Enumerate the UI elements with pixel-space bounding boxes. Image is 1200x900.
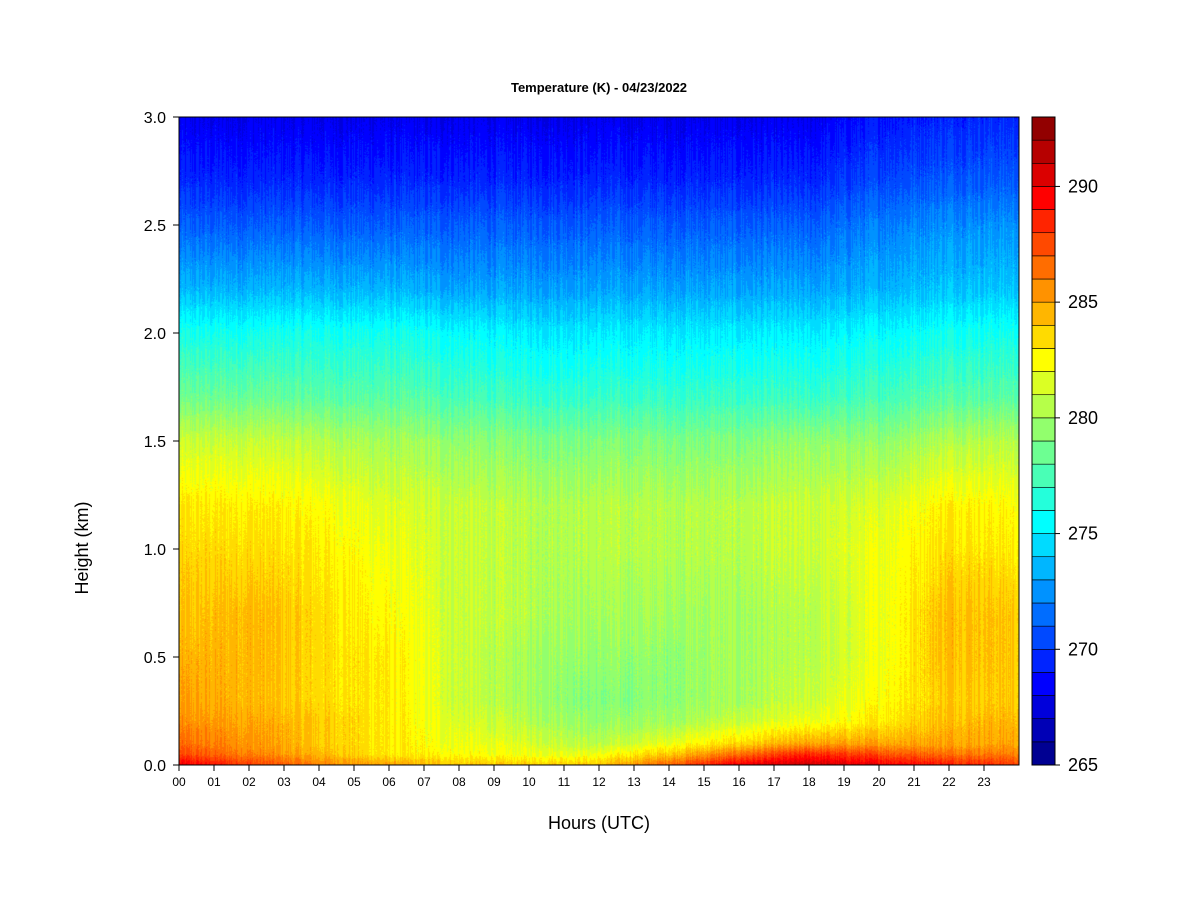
- colorbar-level: [1031, 278, 1056, 303]
- colorbar-level: [1031, 301, 1056, 326]
- colorbar-level: [1031, 162, 1056, 187]
- y-tick-label: 0.0: [144, 758, 166, 775]
- x-tick-label: 11: [558, 775, 571, 789]
- colorbar-level: [1031, 718, 1056, 743]
- colorbar-level: [1031, 348, 1056, 372]
- colorbar-level: [1031, 741, 1056, 766]
- x-tick-label: 06: [382, 775, 396, 789]
- x-tick-label: 05: [347, 775, 361, 789]
- x-tick-label: 18: [802, 775, 816, 789]
- x-tick-label: 00: [172, 775, 186, 789]
- x-tick-label: 20: [872, 775, 886, 789]
- x-tick-label: 19: [837, 775, 851, 789]
- colorbar-level: [1031, 186, 1056, 210]
- x-tick-label: 16: [732, 775, 746, 789]
- y-tick-label: 1.0: [144, 542, 166, 559]
- x-tick-label: 22: [942, 775, 956, 789]
- x-tick-label: 08: [452, 775, 466, 789]
- x-tick-label: 10: [522, 775, 536, 789]
- colorbar-level: [1031, 116, 1056, 141]
- colorbar-level: [1031, 139, 1056, 164]
- x-tick-label: 12: [592, 775, 606, 789]
- colorbar-level: [1031, 255, 1056, 280]
- colorbar-level: [1031, 486, 1056, 511]
- heatmap-plot-area: [179, 117, 1019, 765]
- x-axis-ticks: 00 01 02 03 04 05 06 07 08 09 10 11 12 13 14 15 16 17 18 19…: [172, 765, 991, 789]
- colorbar-level: [1031, 440, 1056, 465]
- plot-frame: [178, 116, 1020, 766]
- x-tick-label: 15: [697, 775, 711, 789]
- colorbar-level: [1031, 648, 1056, 673]
- x-tick-label: 04: [312, 775, 326, 789]
- x-tick-label: 07: [417, 775, 431, 789]
- y-tick-label: 2.5: [144, 218, 166, 235]
- colorbar-level: [1031, 695, 1056, 720]
- colorbar-level: [1031, 417, 1056, 442]
- colorbar-frame: [1031, 116, 1056, 766]
- colorbar-level: [1031, 324, 1056, 349]
- y-tick-label: 0.5: [144, 650, 166, 667]
- colorbar-tick-label: 290: [1068, 176, 1098, 196]
- x-tick-label: 13: [627, 775, 641, 789]
- colorbar-level: [1031, 602, 1056, 627]
- colorbar-level: [1031, 463, 1056, 488]
- x-tick-label: 01: [207, 775, 221, 789]
- x-tick-label: 02: [242, 775, 256, 789]
- colorbar-level: [1031, 394, 1056, 419]
- colorbar-level: [1031, 579, 1056, 604]
- x-tick-label: 17: [767, 775, 781, 789]
- colorbar-level: [1031, 371, 1056, 396]
- colorbar-level: [1031, 672, 1056, 696]
- colorbar-level: [1031, 209, 1056, 234]
- colorbar-level: [1031, 533, 1056, 558]
- y-tick-label: 3.0: [144, 110, 166, 127]
- y-tick-label: 2.0: [144, 326, 166, 343]
- colorbar: 265 270 275 280 285 290: [1031, 116, 1098, 775]
- y-tick-label: 1.5: [144, 434, 166, 451]
- y-axis-label: Height (km): [72, 501, 92, 594]
- y-axis-ticks: 0.0 0.5 1.0 1.5 2.0 2.5 3.0: [144, 110, 179, 775]
- colorbar-tick-label: 285: [1068, 292, 1098, 312]
- x-tick-label: 03: [277, 775, 291, 789]
- colorbar-tick-label: 280: [1068, 408, 1098, 428]
- colorbar-level: [1031, 232, 1056, 257]
- x-tick-label: 09: [487, 775, 501, 789]
- x-tick-label: 21: [907, 775, 921, 789]
- x-tick-label: 23: [977, 775, 991, 789]
- colorbar-level: [1031, 510, 1056, 534]
- chart-title: Temperature (K) - 04/23/2022: [511, 80, 687, 95]
- colorbar-level: [1031, 556, 1056, 581]
- colorbar-level: [1031, 625, 1056, 650]
- x-axis-label: Hours (UTC): [548, 813, 650, 833]
- colorbar-tick-label: 265: [1068, 755, 1098, 775]
- colorbar-tick-label: 275: [1068, 524, 1098, 544]
- x-tick-label: 14: [662, 775, 676, 789]
- colorbar-tick-label: 270: [1068, 639, 1098, 659]
